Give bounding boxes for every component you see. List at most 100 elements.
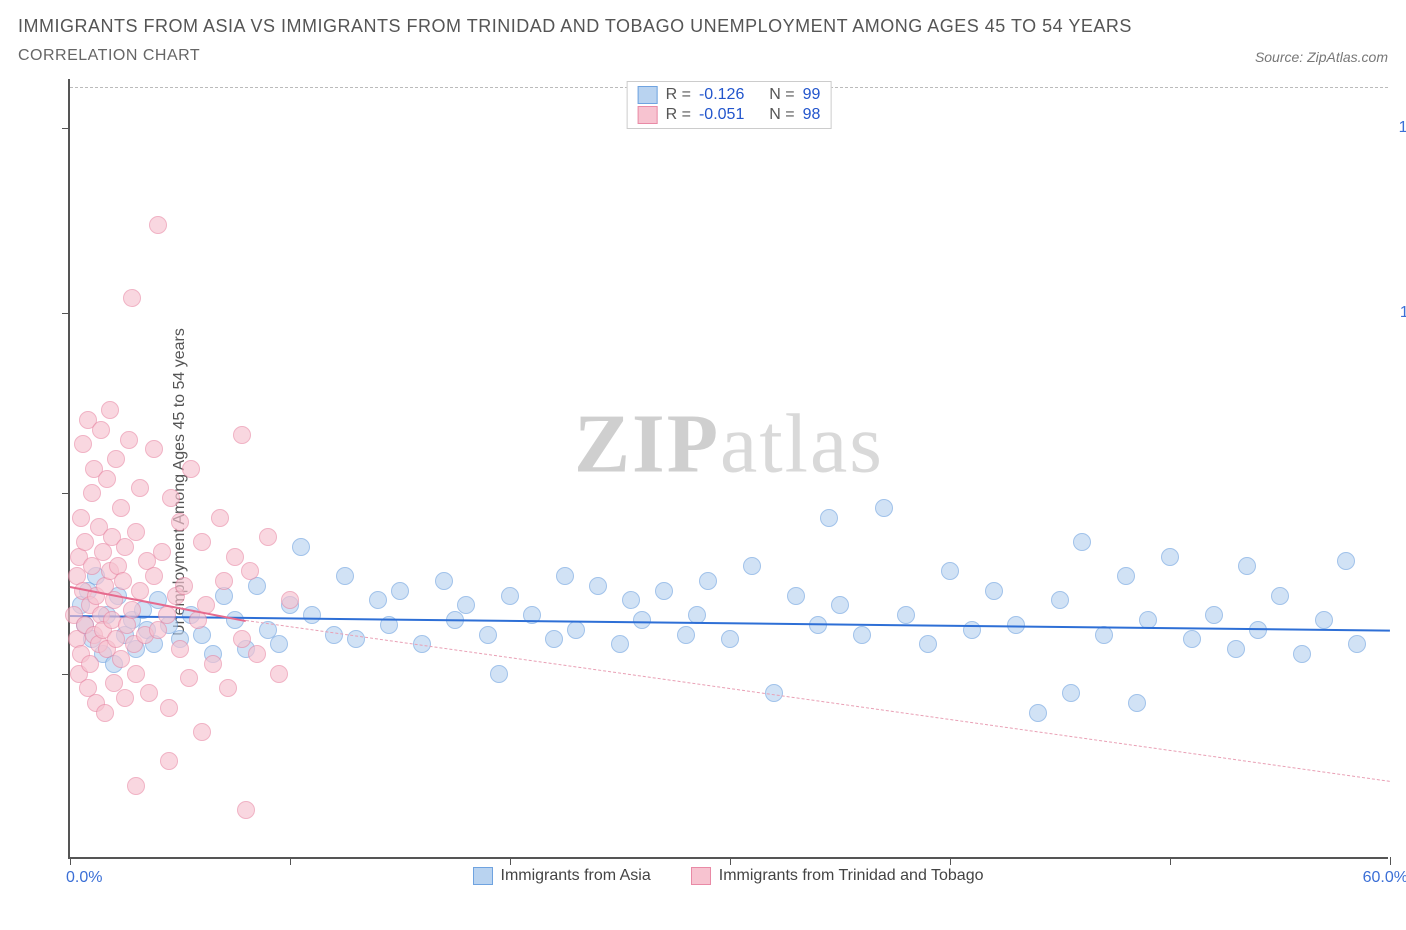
data-point-asia [1293,645,1311,663]
x-tick-mark [730,857,731,865]
data-point-asia [677,626,695,644]
data-point-trinidad [107,450,125,468]
data-point-asia [655,582,673,600]
x-axis-max-label: 60.0% [1363,869,1406,887]
data-point-trinidad [107,630,125,648]
data-point-trinidad [204,655,222,673]
data-point-asia [787,587,805,605]
data-point-asia [1238,557,1256,575]
data-point-asia [633,611,651,629]
data-point-trinidad [233,630,251,648]
data-point-trinidad [112,650,130,668]
data-point-asia [556,567,574,585]
data-point-trinidad [114,572,132,590]
data-point-asia [963,621,981,639]
chart-title: IMMIGRANTS FROM ASIA VS IMMIGRANTS FROM … [18,12,1132,41]
data-point-asia [545,630,563,648]
data-point-asia [622,591,640,609]
data-point-trinidad [248,645,266,663]
data-point-trinidad [160,699,178,717]
data-point-trinidad [259,528,277,546]
data-point-asia [1227,640,1245,658]
data-point-asia [501,587,519,605]
x-axis-min-label: 0.0% [66,869,102,887]
swatch-asia-icon [473,867,493,885]
data-point-trinidad [140,684,158,702]
data-point-asia [743,557,761,575]
data-point-trinidad [76,533,94,551]
data-point-asia [699,572,717,590]
data-point-trinidad [123,289,141,307]
x-tick-mark [1170,857,1171,865]
data-point-trinidad [219,679,237,697]
legend-item-asia: Immigrants from Asia [473,867,651,885]
data-point-trinidad [149,216,167,234]
data-point-trinidad [233,426,251,444]
data-point-trinidad [74,435,92,453]
y-tick-mark [62,313,70,314]
data-point-trinidad [127,777,145,795]
data-point-asia [1271,587,1289,605]
data-point-trinidad [193,723,211,741]
data-point-asia [1029,704,1047,722]
data-point-trinidad [92,421,110,439]
y-tick-mark [62,493,70,494]
data-point-trinidad [158,606,176,624]
data-point-trinidad [215,572,233,590]
data-point-asia [567,621,585,639]
data-point-asia [721,630,739,648]
legend-row-asia: R = -0.126 N = 99 [638,86,821,104]
data-point-trinidad [127,523,145,541]
swatch-trinidad-icon [691,867,711,885]
x-tick-mark [950,857,951,865]
data-point-asia [897,606,915,624]
data-point-trinidad [145,567,163,585]
watermark: ZIPatlas [574,396,884,493]
data-point-trinidad [83,484,101,502]
data-point-asia [875,499,893,517]
data-point-asia [303,606,321,624]
data-point-trinidad [131,479,149,497]
data-point-asia [611,635,629,653]
data-point-asia [1337,552,1355,570]
data-point-trinidad [96,704,114,722]
data-point-trinidad [171,640,189,658]
data-point-trinidad [116,538,134,556]
data-point-trinidad [131,582,149,600]
data-point-trinidad [270,665,288,683]
data-point-trinidad [72,509,90,527]
data-point-trinidad [127,665,145,683]
data-point-asia [336,567,354,585]
data-point-trinidad [83,557,101,575]
data-point-trinidad [112,499,130,517]
data-point-asia [479,626,497,644]
swatch-asia [638,86,658,104]
x-tick-mark [510,857,511,865]
x-tick-mark [290,857,291,865]
swatch-trinidad [638,106,658,124]
data-point-asia [325,626,343,644]
data-point-trinidad [180,669,198,687]
data-point-trinidad [101,401,119,419]
data-point-trinidad [193,533,211,551]
y-tick-label: 15.0% [1399,119,1406,137]
data-point-asia [1161,548,1179,566]
data-point-asia [831,596,849,614]
data-point-trinidad [241,562,259,580]
y-tick-label: 11.2% [1400,304,1406,322]
data-point-trinidad [171,513,189,531]
y-tick-mark [62,674,70,675]
data-point-trinidad [81,655,99,673]
data-point-trinidad [182,460,200,478]
data-point-asia [490,665,508,683]
data-point-trinidad [162,489,180,507]
chart-subtitle: CORRELATION CHART [18,47,1132,65]
data-point-trinidad [98,470,116,488]
source-attribution: Source: ZipAtlas.com [1255,49,1388,65]
series-legend: Immigrants from Asia Immigrants from Tri… [68,867,1388,885]
data-point-asia [1315,611,1333,629]
data-point-trinidad [281,591,299,609]
data-point-asia [589,577,607,595]
data-point-asia [369,591,387,609]
y-tick-mark [62,128,70,129]
